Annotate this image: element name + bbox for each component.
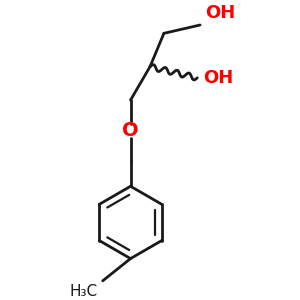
Text: OH: OH — [203, 69, 233, 87]
Text: H₃C: H₃C — [69, 284, 97, 298]
Text: OH: OH — [206, 4, 236, 22]
Text: O: O — [122, 121, 139, 140]
